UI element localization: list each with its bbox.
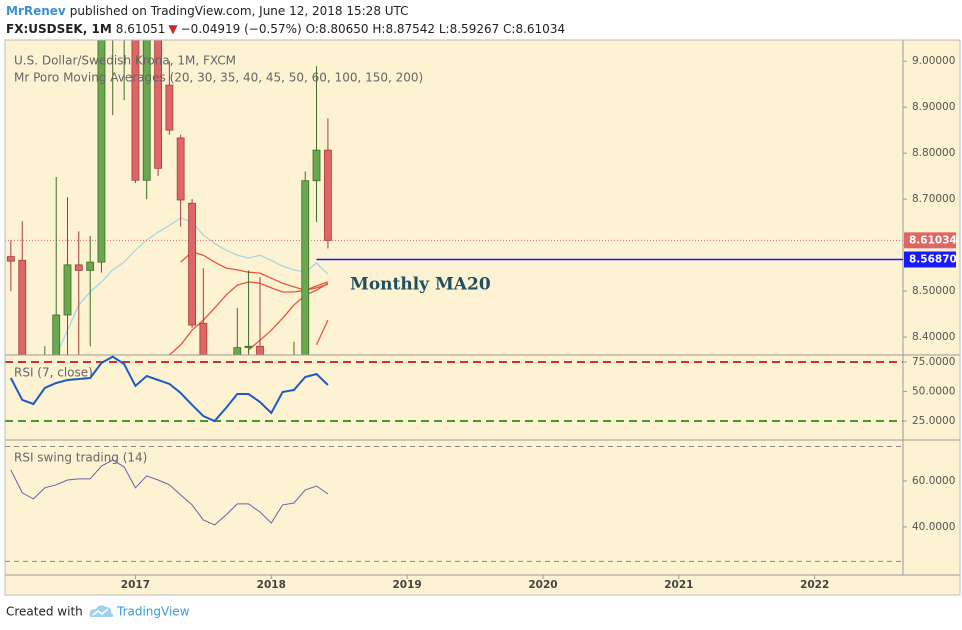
change-arrow: ▼	[168, 22, 178, 36]
price-tag	[904, 251, 956, 268]
author[interactable]: MrRenev	[6, 4, 66, 18]
candle-body	[86, 261, 95, 271]
candle-body	[233, 347, 242, 355]
price-tag-label: 8.56870	[909, 253, 957, 265]
x-tick-label: 2020	[528, 579, 557, 591]
candle-body	[176, 137, 185, 201]
candle-body	[131, 40, 140, 181]
moving-average	[248, 282, 329, 351]
ma-legend: Mr Poro Moving Averages (20, 30, 35, 40,…	[14, 71, 423, 85]
price-tag	[904, 232, 956, 249]
symbol-line: FX:USDSEK, 1M 8.61051 ▼ −0.04919 (−0.57%) O:…	[6, 22, 565, 36]
x-tick-label: 2017	[121, 579, 150, 591]
y-tick-label: 75.0000	[912, 356, 955, 368]
price-tag-label: 8.61034	[909, 234, 957, 246]
x-tick-label: 2021	[664, 579, 693, 591]
x-tick-label: 2019	[393, 579, 422, 591]
candle-body	[188, 202, 196, 326]
x-tick-label: 2018	[257, 579, 286, 591]
candle-body	[6, 256, 15, 262]
candle-body	[63, 264, 72, 316]
candle-body	[165, 84, 174, 131]
symbol: FX:USDSEK, 1M	[6, 22, 112, 36]
y-tick-label: 50.0000	[912, 385, 955, 397]
brand-logo[interactable]	[89, 605, 114, 617]
chart-frame	[4, 39, 961, 596]
y-tick-label: 8.80000	[912, 147, 955, 159]
candle-body	[142, 40, 151, 181]
candle-body	[301, 180, 310, 355]
footer-created: Created with	[6, 605, 83, 619]
rsi-pane	[5, 355, 903, 423]
rsi-title: RSI (7, close)	[14, 366, 93, 380]
logo-cloud	[89, 605, 114, 617]
indicator-line	[9, 355, 329, 423]
y-tick-label: 40.0000	[912, 521, 955, 533]
price: 8.61051	[116, 22, 166, 36]
candle-body	[52, 314, 61, 355]
header-line: MrRenev published on TradingView.com, Jun…	[6, 4, 409, 18]
y-tick-label: 8.70000	[912, 193, 955, 205]
rsi-swing-title: RSI swing trading (14)	[14, 451, 147, 465]
chart-title: U.S. Dollar/Swedish Krona, 1M, FXCM	[14, 54, 236, 68]
footer-brand[interactable]: TradingView	[116, 605, 190, 619]
candle-body	[256, 345, 264, 355]
price-pane	[5, 40, 903, 355]
rsi-swing-pane	[5, 445, 903, 562]
candle-body	[18, 259, 27, 355]
candle-body	[324, 149, 332, 241]
moving-average	[315, 319, 329, 346]
y-tick-label: 8.50000	[912, 285, 955, 297]
candle-body	[154, 40, 163, 169]
published: published on TradingView.com, June 12, 2…	[70, 4, 409, 18]
y-tick-label: 9.00000	[912, 55, 955, 67]
chart-background	[5, 40, 960, 595]
candle-body	[74, 264, 83, 271]
y-tick-label: 25.0000	[912, 415, 955, 427]
candle-body	[199, 322, 208, 355]
candle-body	[312, 149, 321, 182]
ohlc: O:8.80650 H:8.87542 L:8.59267 C:8.61034	[306, 22, 565, 36]
x-tick-label: 2022	[800, 579, 829, 591]
y-tick-label: 60.0000	[912, 475, 955, 487]
change: −0.04919 (−0.57%)	[181, 22, 302, 36]
candle-body	[97, 40, 106, 263]
indicator-line	[10, 459, 329, 526]
y-tick-label: 8.90000	[912, 101, 955, 113]
candle-body	[244, 345, 253, 349]
y-tick-label: 8.40000	[912, 331, 955, 343]
logo-line	[92, 608, 109, 616]
annotation: Monthly MA20	[350, 275, 491, 295]
